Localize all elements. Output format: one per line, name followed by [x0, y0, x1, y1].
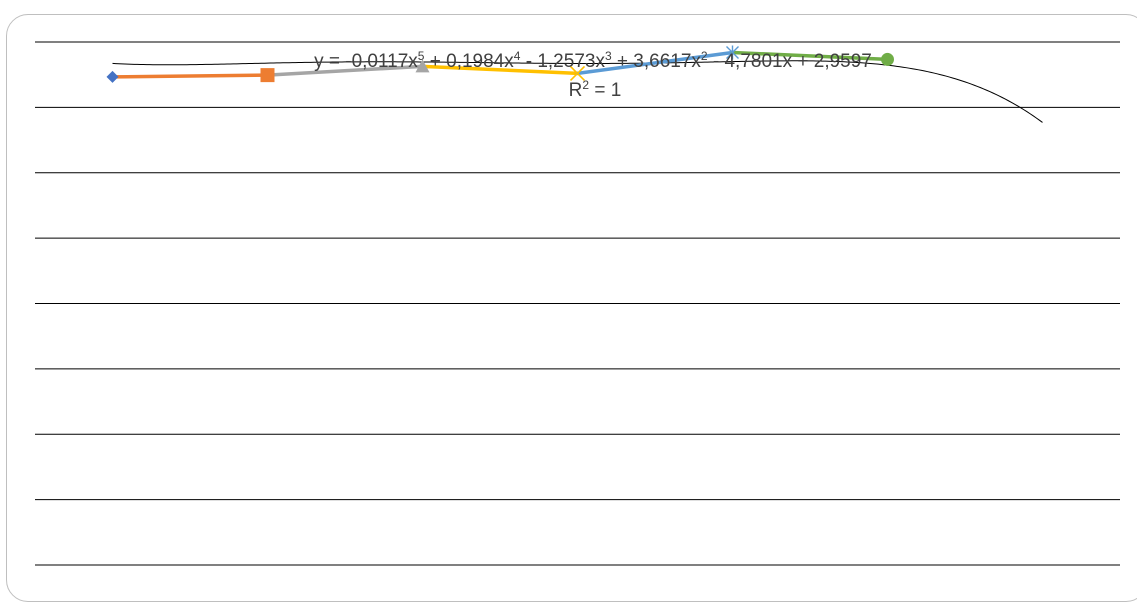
trendline-r-squared: R2 = 1: [0, 78, 1137, 102]
plot-area: [35, 41, 1120, 566]
series-line: [265, 64, 425, 77]
eq-part: + 3,6617x: [611, 51, 701, 72]
series-line: [575, 50, 735, 76]
r2-exponent: 2: [582, 78, 590, 92]
marker-square: [260, 68, 275, 83]
marker-star: [726, 45, 739, 60]
eq-part: y = -0,0117x: [314, 51, 418, 72]
trendline-equation: y = -0,0117x5 + 0,1984x4 - 1,2573x3 + 3,…: [0, 49, 1137, 73]
marker-circle: [881, 52, 894, 66]
marker-x: [569, 65, 586, 81]
r2-part: R: [568, 80, 583, 101]
series-line: [420, 64, 580, 76]
marker-diamond: [106, 70, 119, 83]
eq-exponent: 3: [604, 49, 612, 63]
series-line: [730, 50, 890, 62]
marker-triangle: [415, 59, 430, 73]
eq-exponent: 5: [417, 49, 425, 63]
eq-exponent: 4: [513, 49, 521, 63]
series-line: [110, 73, 270, 79]
chart-area: [6, 14, 1137, 602]
r2-part: = 1: [589, 80, 622, 101]
eq-exponent: 2: [700, 49, 708, 63]
eq-part: + 0,1984x: [424, 51, 514, 72]
eq-part: - 1,2573x: [520, 51, 605, 72]
eq-part: - 4,7801x + 2,9597: [707, 51, 872, 72]
